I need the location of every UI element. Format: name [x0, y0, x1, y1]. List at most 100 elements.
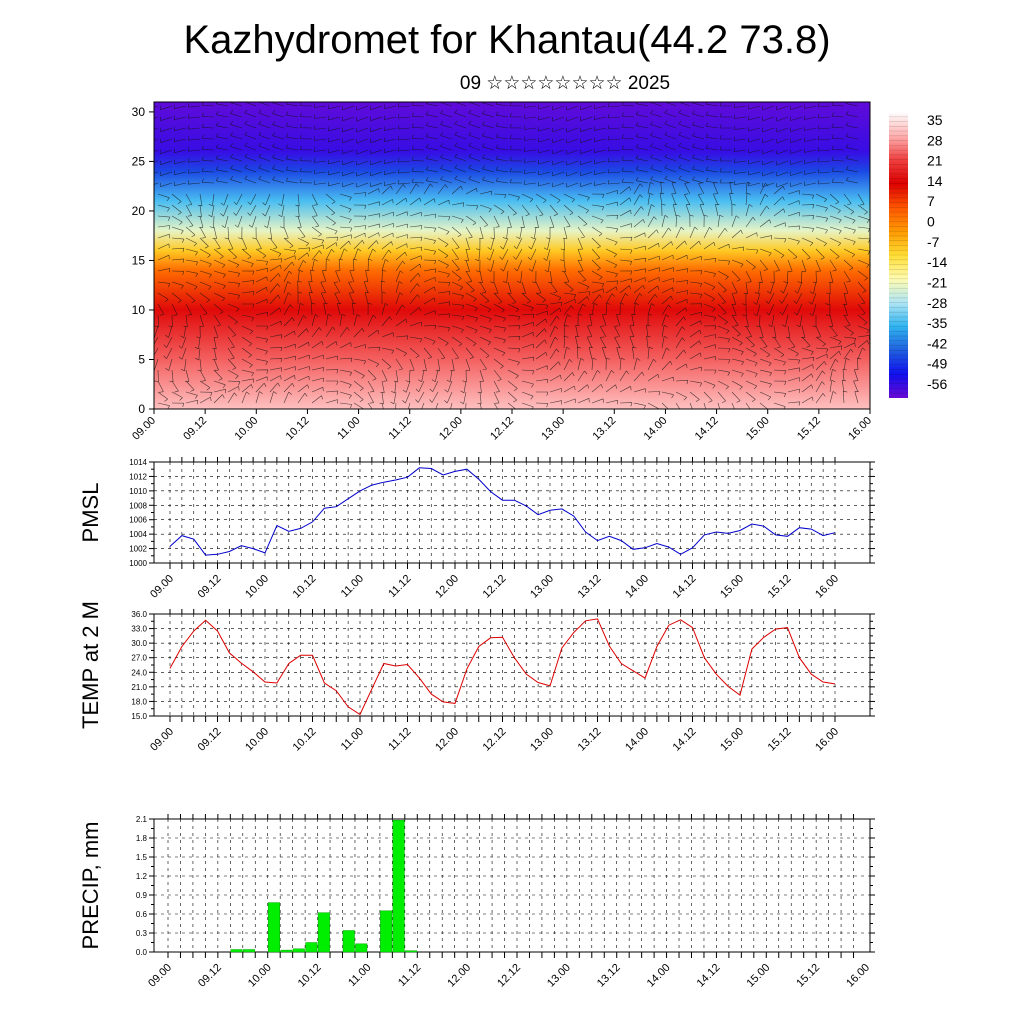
precip-frame — [153, 818, 871, 953]
cross-section-panel: 0 5 10 15 20 25 30 09.00 09.12 10.00 10.12 11.00 11.… — [130, 101, 874, 443]
pmsl-xtick-label: 15.00 — [718, 573, 746, 601]
pmsl-ytick-label: 1008 — [129, 501, 147, 510]
temp2m-xtick-label: 15.00 — [718, 726, 746, 754]
cs-ytick-label: 0 — [138, 402, 145, 416]
precip-xtick-label: 09.12 — [196, 962, 224, 990]
pmsl-ytick-label: 1004 — [129, 530, 147, 539]
precip-xtick-label: 15.00 — [744, 962, 772, 990]
precip-xtick-label: 10.12 — [296, 962, 324, 990]
temp2m-ytick-label: 36.0 — [131, 610, 147, 619]
pmsl-xtick-label: 13.00 — [528, 573, 556, 601]
colorbar-label: -49 — [927, 356, 947, 372]
pmsl-ytick-label: 1006 — [129, 516, 147, 525]
colorbar-label: 14 — [927, 173, 943, 189]
pmsl-panel: 1000 1002 1004 1006 1008 1010 1012 1014 09.00 09.… — [78, 457, 875, 601]
precip-bar — [392, 820, 405, 953]
precip-bar — [280, 949, 293, 953]
temp2m-xtick-label: 09.12 — [196, 726, 224, 754]
colorbar-label: -56 — [927, 376, 947, 392]
precip-xtick-label: 09.00 — [146, 962, 174, 990]
cs-xtick-label: 12.12 — [488, 415, 516, 443]
cs-xtick-label: 15.00 — [744, 415, 772, 443]
temp2m-xtick-label: 10.00 — [243, 726, 271, 754]
temp2m-xtick-label: 12.00 — [433, 726, 461, 754]
temp2m-xtick-label: 13.12 — [576, 726, 604, 754]
precip-ylabel: PRECIP, mm — [78, 822, 103, 950]
precip-ytick-label: 2.1 — [136, 815, 148, 824]
precip-ytick-label: 1.8 — [136, 834, 148, 843]
colorbar-label: -7 — [927, 234, 940, 250]
pmsl-ytick-label: 1012 — [129, 472, 147, 481]
cs-ytick-label: 25 — [132, 154, 146, 168]
pmsl-ytick-label: 1014 — [129, 458, 147, 467]
precip-xtick-label: 15.12 — [794, 962, 822, 990]
pmsl-ylabel: PMSL — [78, 483, 103, 543]
precip-ytick-label: 0.0 — [136, 948, 148, 957]
pmsl-ytick-label: 1002 — [129, 545, 147, 554]
precip-xtick-label: 16.00 — [844, 962, 872, 990]
cross-section-field — [154, 102, 870, 409]
colorbar-label: -42 — [927, 335, 947, 351]
cs-ytick-label: 20 — [132, 204, 146, 218]
pmsl-xtick-label: 09.00 — [148, 573, 176, 601]
wind-barbs — [154, 102, 870, 409]
temp2m-ytick-label: 33.0 — [131, 625, 147, 634]
temp-panel: 15.0 18.0 21.0 24.0 27.0 30.0 33.0 36.0 09.00 09.… — [78, 601, 875, 754]
precip-xtick-label: 13.00 — [545, 962, 573, 990]
colorbar-label: 35 — [927, 112, 943, 128]
precip-ytick-label: 0.6 — [136, 910, 148, 919]
cs-xtick-label: 13.12 — [590, 415, 618, 443]
cs-xtick-label: 12.00 — [437, 415, 465, 443]
colorbar-label: 28 — [927, 132, 943, 148]
precip-xtick-label: 14.12 — [695, 962, 723, 990]
temp2m-xtick-label: 15.12 — [766, 726, 794, 754]
cs-xtick-label: 14.12 — [693, 415, 721, 443]
cs-xtick-label: 09.00 — [130, 415, 158, 443]
temp2m-frame — [153, 613, 871, 717]
precip-ytick-label: 0.3 — [136, 929, 148, 938]
colorbar-label: 0 — [927, 214, 935, 230]
cs-xtick-label: 16.00 — [846, 415, 874, 443]
pmsl-xtick-label: 09.12 — [196, 573, 224, 601]
pmsl-xtick-label: 13.12 — [576, 573, 604, 601]
precip-xtick-label: 12.12 — [495, 962, 523, 990]
precip-bar — [267, 902, 280, 953]
pmsl-xtick-label: 14.00 — [623, 573, 651, 601]
temp2m-xtick-label: 16.00 — [813, 726, 841, 754]
cs-xtick-label: 13.00 — [539, 415, 567, 443]
colorbar-fill — [889, 112, 908, 398]
temp2m-xtick-label: 11.12 — [386, 726, 413, 753]
colorbar-label: -21 — [927, 274, 947, 290]
precip-bar — [405, 950, 418, 953]
cs-xtick-label: 10.00 — [232, 415, 260, 443]
temp2m-xtick-label: 14.12 — [671, 726, 699, 754]
cs-xtick-label: 14.00 — [642, 415, 670, 443]
precip-xtick-label: 10.00 — [246, 962, 274, 990]
temp2m-xtick-label: 11.00 — [339, 726, 366, 753]
cs-xtick-label: 11.12 — [386, 415, 413, 442]
precip-bar — [243, 949, 256, 953]
temp2m-ytick-label: 21.0 — [131, 683, 147, 692]
precip-bar — [342, 930, 355, 953]
temp2m-xtick-label: 09.00 — [148, 726, 176, 754]
temp2m-ytick-label: 24.0 — [131, 668, 147, 677]
pmsl-ytick-label: 1000 — [129, 559, 147, 568]
temp2m-xtick-label: 13.00 — [528, 726, 556, 754]
precip-xtick-label: 12.00 — [445, 962, 473, 990]
pmsl-xtick-label: 15.12 — [766, 573, 794, 601]
temp2m-xtick-label: 12.12 — [481, 726, 509, 754]
precip-panel: 0.0 0.3 0.6 0.9 1.2 1.5 1.8 2.1 09.00 09.12 10.00 1… — [78, 814, 875, 990]
cs-ytick-label: 15 — [132, 253, 146, 267]
colorbar-label: -35 — [927, 315, 947, 331]
pmsl-xtick-label: 12.00 — [433, 573, 461, 601]
precip-bar — [230, 949, 243, 953]
precip-xtick-label: 14.00 — [645, 962, 673, 990]
colorbar: 35 28 21 14 7 0 -7 -14 -21 -28 -35 -42 -49 -56 — [889, 112, 947, 398]
precip-bar — [292, 948, 305, 953]
temp2m-ytick-label: 18.0 — [131, 697, 147, 706]
colorbar-label: -28 — [927, 295, 947, 311]
precip-ytick-label: 0.9 — [136, 891, 148, 900]
precip-ytick-label: 1.2 — [136, 872, 148, 881]
pmsl-xtick-label: 12.12 — [481, 573, 509, 601]
